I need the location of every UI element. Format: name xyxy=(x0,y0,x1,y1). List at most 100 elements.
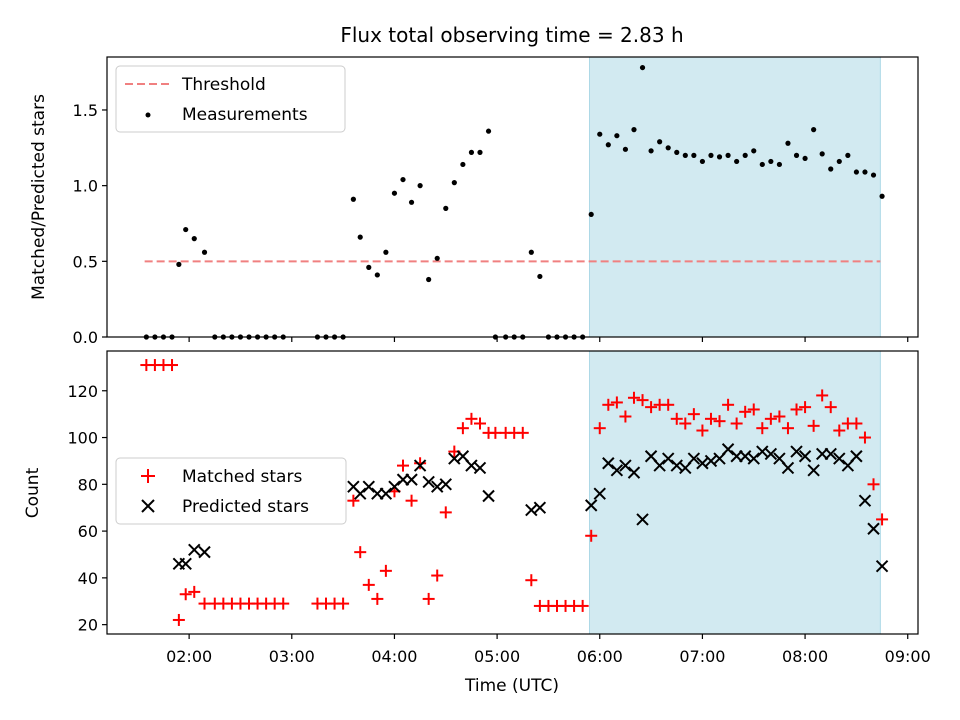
measurement-point xyxy=(485,128,492,134)
measurement-point xyxy=(639,64,646,71)
bottom-x-tick-label: 05:00 xyxy=(474,647,520,666)
measurement-point xyxy=(785,140,791,146)
bottom-x-tick-label: 09:00 xyxy=(885,647,931,666)
measurement-point xyxy=(631,127,637,133)
matched-star-point xyxy=(405,494,418,507)
top-y-tick-label: 0.0 xyxy=(73,328,98,347)
top-legend: Threshold Measurements xyxy=(115,65,346,133)
predicted-star-point xyxy=(179,557,192,571)
bottom-y-tick-label: 100 xyxy=(67,429,98,448)
measurement-point xyxy=(451,180,457,186)
matched-star-point xyxy=(833,424,846,437)
measurement-point xyxy=(691,152,697,158)
predicted-star-point xyxy=(413,459,427,472)
predicted-star-point xyxy=(636,513,649,526)
predicted-star-point xyxy=(602,457,615,470)
measurement-point xyxy=(862,169,868,175)
bottom-legend-matched-swatch xyxy=(141,469,155,483)
bottom-x-tick-label: 04:00 xyxy=(371,647,417,666)
bottom-x-tick-label: 08:00 xyxy=(782,647,828,666)
matched-star-point xyxy=(679,417,692,430)
predicted-star-point xyxy=(875,559,889,573)
measurement-point xyxy=(357,234,363,240)
matched-star-point xyxy=(773,410,786,423)
matched-star-point xyxy=(439,506,452,519)
matched-star-point xyxy=(627,391,640,404)
predicted-star-point xyxy=(405,473,418,486)
matched-star-point xyxy=(662,398,675,411)
matched-star-point xyxy=(824,401,837,414)
measurement-point xyxy=(657,139,663,145)
measurement-point xyxy=(408,199,415,205)
measurement-point xyxy=(751,148,757,154)
bottom-y-tick-label: 120 xyxy=(67,382,98,401)
measurement-point xyxy=(622,146,629,152)
matched-star-point xyxy=(198,597,211,610)
predicted-star-point xyxy=(661,452,675,465)
measurement-point xyxy=(176,261,182,267)
measurement-point xyxy=(725,152,731,158)
matched-star-point xyxy=(473,417,486,430)
matched-star-point xyxy=(790,403,803,416)
measurement-point xyxy=(400,176,406,183)
matched-star-point xyxy=(619,410,632,423)
bottom-x-tick-label: 06:00 xyxy=(577,647,623,666)
measurement-point xyxy=(434,255,440,261)
matched-star-point xyxy=(414,457,427,470)
chart-title: Flux total observing time = 2.83 h xyxy=(340,23,683,47)
predicted-star-point xyxy=(188,543,201,557)
predicted-star-point xyxy=(747,452,760,465)
measurement-point xyxy=(716,154,723,160)
measurement-point xyxy=(477,149,483,155)
matched-star-point xyxy=(422,592,435,605)
measurement-point xyxy=(391,190,398,196)
measurement-point xyxy=(183,226,189,233)
predicted-star-point xyxy=(533,501,547,514)
top-legend-measurements-label: Measurements xyxy=(182,105,308,125)
measurement-point xyxy=(443,205,449,211)
matched-star-point xyxy=(713,415,726,428)
matched-star-point xyxy=(876,513,889,526)
top-axes: 0.0 0.5 1.0 1.5 xyxy=(73,101,909,347)
predicted-star-point xyxy=(619,459,632,472)
predicted-star-point xyxy=(584,499,598,512)
measurement-point xyxy=(708,152,714,158)
predicted-star-point xyxy=(798,450,812,463)
measurement-point xyxy=(588,211,594,218)
measurement-point xyxy=(426,276,432,283)
matched-star-point xyxy=(636,394,649,407)
predicted-star-point xyxy=(824,447,837,461)
matched-star-point xyxy=(687,408,700,421)
measurement-point xyxy=(836,158,842,165)
measurement-point xyxy=(811,127,817,133)
measurement-point xyxy=(191,236,197,242)
matched-star-point xyxy=(670,412,683,425)
predicted-star-point xyxy=(422,475,435,489)
top-plot-frame xyxy=(106,56,919,338)
matched-star-point xyxy=(362,578,375,591)
bottom-x-axis-label: Time (UTC) xyxy=(464,676,559,696)
measurement-point xyxy=(853,169,860,175)
predicted-star-point xyxy=(593,487,606,500)
measurement-point xyxy=(682,152,688,158)
matched-star-point xyxy=(379,564,392,577)
measurement-point xyxy=(793,152,800,158)
measurement-point xyxy=(374,272,380,278)
bottom-plot-frame xyxy=(106,350,919,635)
top-y-tick-label: 0.5 xyxy=(73,252,98,271)
predicted-star-point xyxy=(362,480,375,493)
predicted-star-point xyxy=(833,452,846,465)
predicted-star-point xyxy=(790,445,803,458)
bottom-data-layer xyxy=(140,359,889,626)
bottom-legend-predicted-swatch xyxy=(141,499,155,513)
matched-star-point xyxy=(396,459,409,472)
bottom-y-tick-label: 60 xyxy=(78,522,98,541)
top-legend-threshold-label: Threshold xyxy=(181,75,266,95)
measurement-point xyxy=(742,152,748,158)
measurement-point xyxy=(417,183,423,189)
measurement-point xyxy=(350,196,356,202)
predicted-star-point xyxy=(354,487,367,500)
matched-star-point xyxy=(456,422,469,435)
matched-star-point xyxy=(525,574,538,587)
